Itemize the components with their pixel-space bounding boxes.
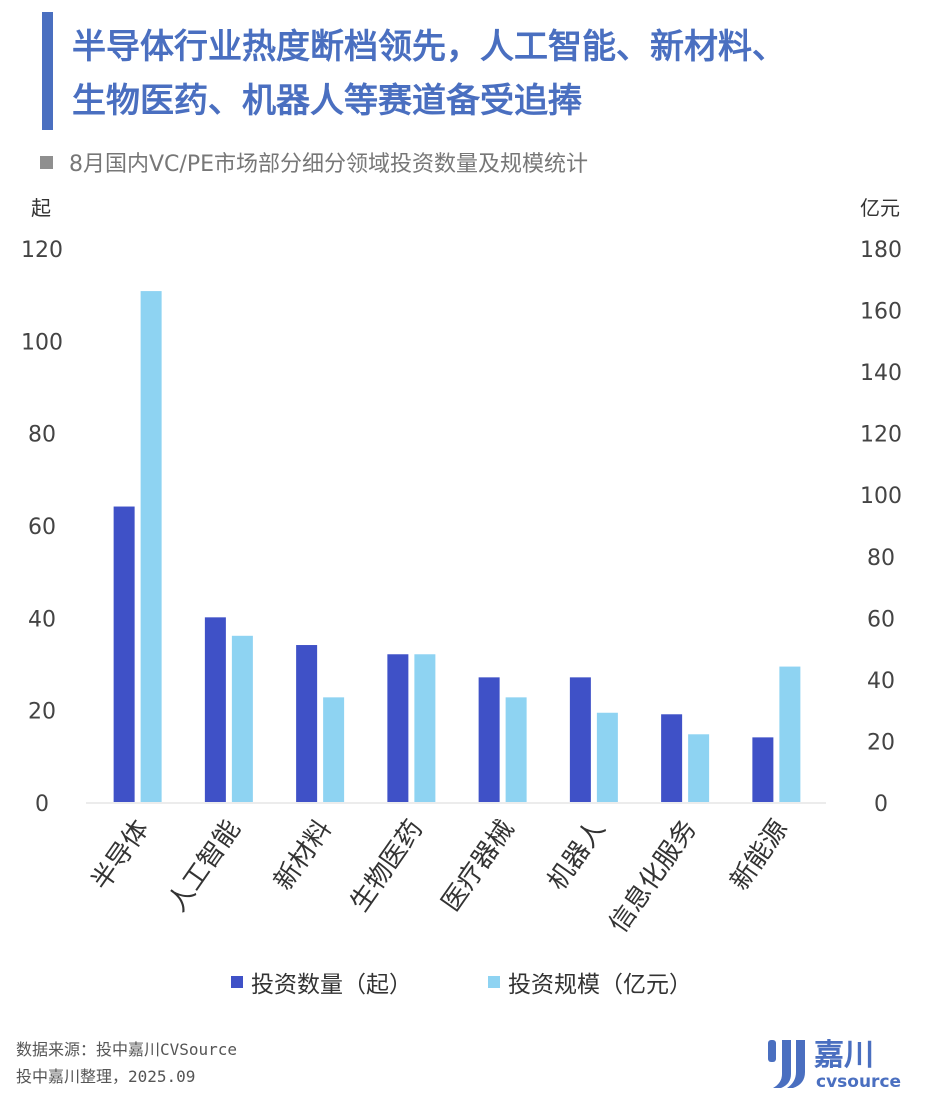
bar-count-4 xyxy=(387,654,409,802)
title-line-2: 生物医药、机器人等赛道备受追捧 xyxy=(72,81,582,121)
x-category-label: 医疗器械 xyxy=(436,815,520,917)
bar-amount-3 xyxy=(323,697,345,802)
x-category-label: 新能源 xyxy=(725,815,794,896)
legend-swatch-amount xyxy=(488,976,500,988)
page-title: 半导体行业热度断档领先，人工智能、新材料、 生物医药、机器人等赛道备受追捧 xyxy=(72,20,922,128)
y-right-tick-label: 180 xyxy=(860,238,902,263)
bar-amount-1 xyxy=(140,291,162,802)
x-category-label: 半导体 xyxy=(86,815,155,896)
y-right-tick-label: 60 xyxy=(867,607,895,632)
source-text: 数据来源：投中嘉川CVSource xyxy=(16,1040,238,1059)
bar-count-7 xyxy=(661,714,683,802)
x-category-label: 新材料 xyxy=(269,815,338,896)
y-left-tick-label: 60 xyxy=(28,515,56,540)
bar-amount-4 xyxy=(414,654,436,802)
y-left-tick-label: 40 xyxy=(28,607,56,632)
x-category-label: 信息化服务 xyxy=(604,815,703,939)
logo-sub: cvsource xyxy=(816,1072,901,1092)
subtitle-text: 8月国内VC/PE市场部分细分领域投资数量及规模统计 xyxy=(69,152,588,177)
y-right-tick-label: 140 xyxy=(860,361,902,386)
y-left-axis-label: 起 xyxy=(31,196,51,220)
y-left-tick-label: 20 xyxy=(28,700,56,725)
title-accent-bar xyxy=(42,12,53,130)
bar-count-8 xyxy=(752,737,774,802)
y-right-tick-label: 120 xyxy=(860,423,902,448)
y-left-tick-label: 80 xyxy=(28,423,56,448)
y-left-tick-label: 120 xyxy=(21,238,63,263)
bar-chart: 起 亿元 0 20 40 60 80 100 120 0 20 40 60 80 100 120 140 160 1… xyxy=(21,196,902,998)
bar-amount-7 xyxy=(688,734,710,802)
chart-subtitle: 8月国内VC/PE市场部分细分领域投资数量及规模统计 xyxy=(40,146,588,178)
title-line-1: 半导体行业热度断档领先，人工智能、新材料、 xyxy=(72,27,786,67)
y-right-tick-label: 20 xyxy=(867,730,895,755)
cvsource-logo: 嘉川 cvsource xyxy=(768,1038,901,1092)
bar-count-5 xyxy=(478,677,500,802)
bar-amount-2 xyxy=(231,635,253,802)
y-right-tick-label: 160 xyxy=(860,300,902,325)
y-left-tick-label: 100 xyxy=(21,330,63,355)
y-right-tick-label: 40 xyxy=(867,669,895,694)
bar-count-1 xyxy=(113,506,135,802)
subtitle-square-icon xyxy=(40,156,53,169)
bar-amount-6 xyxy=(596,712,618,802)
y-right-axis-label: 亿元 xyxy=(860,196,900,220)
bar-count-3 xyxy=(296,645,318,802)
legend-label-count: 投资数量（起） xyxy=(251,972,412,998)
y-right-tick-label: 100 xyxy=(860,484,902,509)
logo-name: 嘉川 xyxy=(814,1038,874,1073)
y-left-tick-label: 0 xyxy=(35,792,49,817)
legend-swatch-count xyxy=(231,976,243,988)
x-category-label: 机器人 xyxy=(542,815,611,896)
bar-count-6 xyxy=(569,677,591,802)
logo-mark-icon xyxy=(768,1040,805,1088)
compiled-text: 投中嘉川整理，2025.09 xyxy=(16,1067,196,1086)
bar-amount-5 xyxy=(505,697,527,802)
bar-amount-8 xyxy=(779,666,801,802)
x-category-label: 人工智能 xyxy=(162,815,246,917)
y-right-tick-label: 80 xyxy=(867,546,895,571)
y-right-tick-label: 0 xyxy=(874,792,888,817)
legend-label-amount: 投资规模（亿元） xyxy=(508,972,692,998)
x-category-label: 生物医药 xyxy=(345,815,429,917)
bar-count-2 xyxy=(204,617,226,802)
source-note: 数据来源：投中嘉川CVSource 投中嘉川整理，2025.09 xyxy=(16,1036,237,1090)
